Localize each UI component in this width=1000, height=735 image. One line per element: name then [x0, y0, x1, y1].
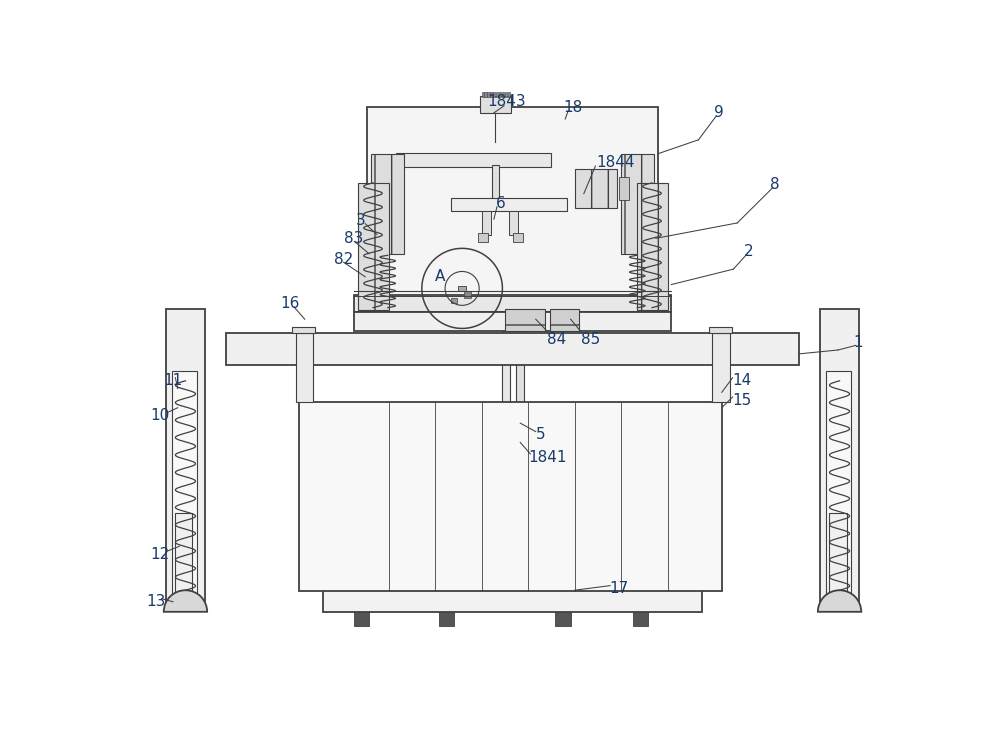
Bar	[450, 298, 457, 303]
Text: 83: 83	[344, 231, 364, 245]
Bar	[478, 233, 488, 243]
Bar	[292, 327, 315, 333]
Bar	[619, 176, 629, 200]
Bar	[354, 612, 369, 625]
Bar	[299, 402, 722, 591]
Bar	[487, 92, 490, 98]
Bar	[226, 333, 799, 365]
Bar	[172, 370, 197, 602]
Text: 85: 85	[581, 332, 600, 348]
Bar	[482, 92, 484, 98]
Bar	[499, 92, 501, 98]
Text: 8: 8	[770, 177, 779, 192]
Bar	[512, 233, 523, 243]
Text: 11: 11	[164, 373, 183, 388]
Bar	[484, 92, 487, 98]
Text: 13: 13	[146, 595, 165, 609]
Bar	[492, 165, 499, 207]
Text: 5: 5	[536, 427, 545, 442]
Text: A: A	[435, 269, 445, 284]
Text: 14: 14	[732, 373, 751, 388]
Bar	[555, 612, 571, 625]
Bar	[550, 309, 579, 331]
Bar	[354, 312, 671, 331]
Bar	[505, 92, 507, 98]
Bar	[829, 513, 847, 602]
Text: 12: 12	[151, 547, 170, 562]
Bar	[358, 183, 388, 310]
Bar	[367, 107, 658, 312]
Bar	[450, 198, 567, 212]
Text: 16: 16	[280, 296, 299, 312]
Bar	[396, 153, 551, 167]
Text: 1844: 1844	[596, 155, 635, 171]
Bar	[482, 212, 491, 234]
Bar	[490, 92, 493, 98]
Bar	[464, 292, 471, 298]
Bar	[496, 92, 498, 98]
Text: 1841: 1841	[528, 450, 566, 465]
Text: 17: 17	[609, 581, 629, 596]
Wedge shape	[164, 590, 207, 612]
Bar	[712, 333, 730, 402]
Bar	[354, 295, 671, 312]
Bar	[505, 309, 545, 331]
Bar	[458, 286, 466, 291]
Bar	[502, 92, 504, 98]
Text: 1843: 1843	[488, 94, 526, 109]
Text: 18: 18	[563, 100, 582, 115]
Bar	[826, 370, 851, 602]
Bar	[621, 154, 654, 254]
Text: 2: 2	[743, 244, 753, 259]
Bar	[502, 331, 510, 590]
Bar	[516, 331, 524, 590]
Wedge shape	[818, 590, 861, 612]
Bar	[480, 96, 511, 113]
Bar	[439, 612, 454, 625]
Text: 82: 82	[334, 251, 354, 267]
Text: 84: 84	[547, 332, 567, 348]
Bar	[509, 212, 518, 234]
Bar	[493, 92, 495, 98]
Bar	[709, 327, 732, 333]
Bar	[166, 309, 205, 602]
Bar	[637, 183, 668, 310]
Text: 3: 3	[356, 213, 366, 228]
Bar	[296, 333, 313, 402]
Text: 9: 9	[714, 105, 724, 121]
Bar	[371, 154, 404, 254]
Text: 1: 1	[854, 335, 863, 350]
Text: 6: 6	[495, 196, 505, 211]
Bar	[574, 169, 617, 207]
Bar	[323, 590, 702, 612]
Text: 15: 15	[732, 392, 751, 407]
Bar	[820, 309, 859, 602]
Text: 10: 10	[151, 408, 170, 423]
Bar	[633, 612, 648, 625]
Bar	[175, 513, 192, 602]
Bar	[508, 92, 510, 98]
